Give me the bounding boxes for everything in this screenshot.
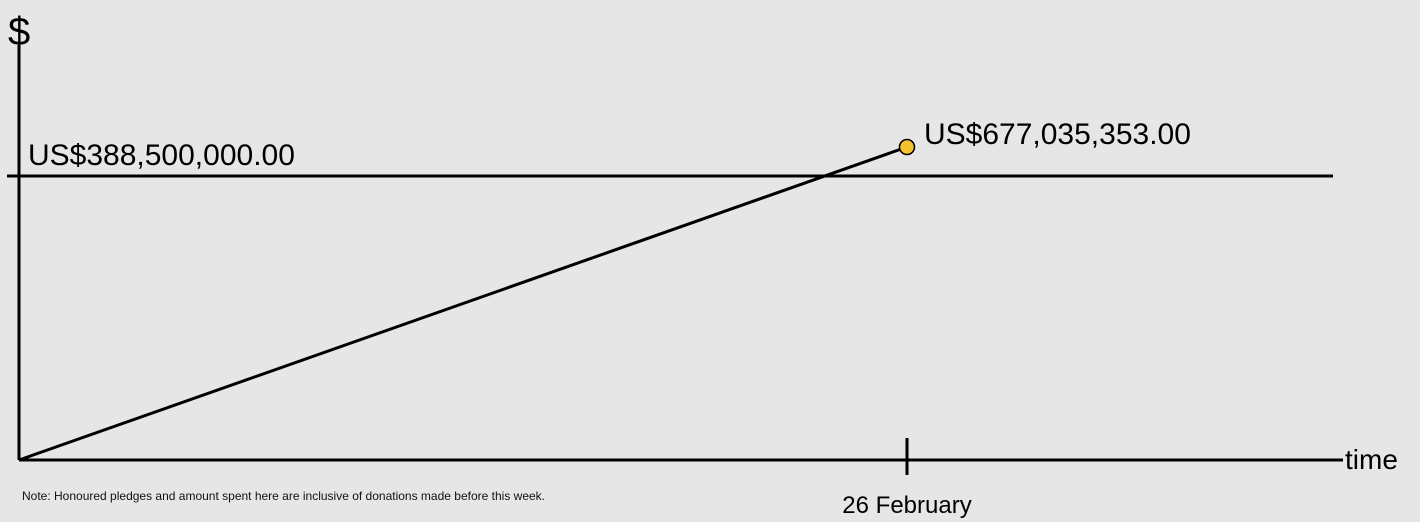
series-line: [18, 145, 908, 462]
data-point-label: US$677,035,353.00: [924, 118, 1191, 151]
footnote: Note: Honoured pledges and amount spent …: [22, 489, 545, 503]
x-axis-label: time: [1345, 444, 1398, 475]
y-axis-label: $: [8, 10, 30, 54]
reference-line-label: US$388,500,000.00: [28, 139, 295, 172]
x-tick-label: 26 February: [842, 492, 971, 519]
data-point-end: [898, 138, 916, 156]
